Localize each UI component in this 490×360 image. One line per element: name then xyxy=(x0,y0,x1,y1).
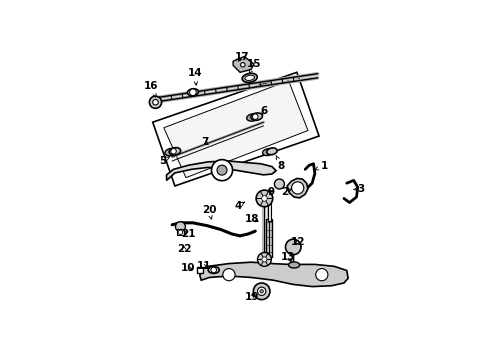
Text: 18: 18 xyxy=(245,214,260,224)
Ellipse shape xyxy=(245,75,254,80)
Ellipse shape xyxy=(169,148,181,155)
Text: 9: 9 xyxy=(268,187,275,197)
Text: 7: 7 xyxy=(202,138,209,148)
Text: 2: 2 xyxy=(281,187,292,197)
Ellipse shape xyxy=(267,148,277,155)
Circle shape xyxy=(262,195,267,201)
Circle shape xyxy=(253,283,270,300)
Text: 22: 22 xyxy=(177,244,191,254)
Text: 17: 17 xyxy=(235,51,249,62)
Circle shape xyxy=(241,63,245,67)
Circle shape xyxy=(212,159,233,181)
Text: 21: 21 xyxy=(181,229,195,239)
Polygon shape xyxy=(177,229,184,235)
FancyBboxPatch shape xyxy=(266,219,272,257)
Circle shape xyxy=(178,230,183,234)
Circle shape xyxy=(262,257,267,262)
Circle shape xyxy=(153,99,158,105)
Circle shape xyxy=(175,222,185,232)
Circle shape xyxy=(211,267,217,273)
Circle shape xyxy=(260,290,263,293)
Text: 13: 13 xyxy=(281,252,296,262)
FancyBboxPatch shape xyxy=(268,203,270,221)
Ellipse shape xyxy=(247,114,258,121)
Polygon shape xyxy=(287,179,308,198)
Circle shape xyxy=(149,96,162,108)
Text: 20: 20 xyxy=(202,205,216,219)
Ellipse shape xyxy=(208,266,219,273)
Polygon shape xyxy=(197,267,203,273)
Polygon shape xyxy=(233,57,254,72)
Ellipse shape xyxy=(242,73,257,82)
Polygon shape xyxy=(167,161,276,180)
Circle shape xyxy=(223,269,235,281)
Circle shape xyxy=(190,89,196,96)
Circle shape xyxy=(252,114,258,120)
Circle shape xyxy=(274,179,284,189)
Text: 8: 8 xyxy=(276,156,285,171)
Polygon shape xyxy=(153,72,319,186)
Ellipse shape xyxy=(289,262,300,268)
Polygon shape xyxy=(164,81,308,177)
Circle shape xyxy=(258,287,266,296)
Ellipse shape xyxy=(165,148,176,156)
Circle shape xyxy=(217,165,227,175)
Circle shape xyxy=(292,182,304,194)
Text: 19: 19 xyxy=(245,292,259,302)
Text: 11: 11 xyxy=(197,261,212,271)
Circle shape xyxy=(316,269,328,281)
Text: 4: 4 xyxy=(234,201,245,211)
Text: 1: 1 xyxy=(315,161,328,171)
Text: 16: 16 xyxy=(144,81,158,97)
Circle shape xyxy=(258,252,271,266)
Ellipse shape xyxy=(263,149,273,156)
Polygon shape xyxy=(200,262,348,287)
Circle shape xyxy=(171,149,176,154)
Circle shape xyxy=(256,190,273,207)
Text: 14: 14 xyxy=(188,68,202,85)
Ellipse shape xyxy=(187,89,198,96)
Text: 12: 12 xyxy=(291,237,305,247)
Text: 15: 15 xyxy=(247,59,262,74)
Ellipse shape xyxy=(251,113,263,120)
Text: 10: 10 xyxy=(181,263,195,273)
Text: 5: 5 xyxy=(159,156,170,166)
Circle shape xyxy=(286,239,301,255)
Text: 3: 3 xyxy=(354,184,364,194)
Text: 6: 6 xyxy=(261,106,268,116)
